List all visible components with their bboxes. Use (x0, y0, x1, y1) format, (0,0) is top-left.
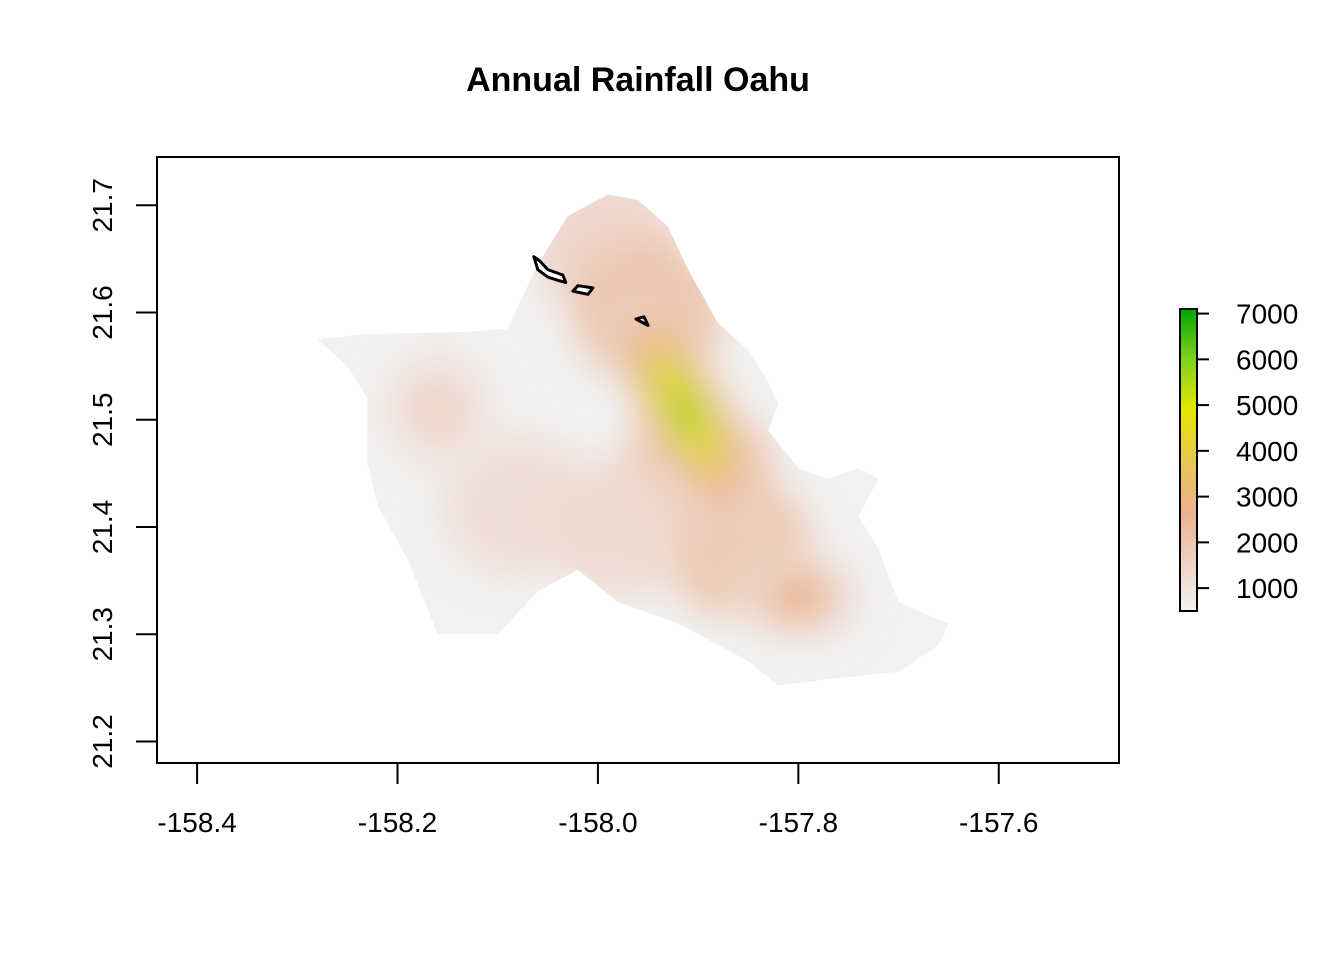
legend-tick-label: 3000 (1236, 482, 1298, 513)
legend-tick-label: 6000 (1236, 344, 1298, 375)
x-tick-label: -157.8 (759, 807, 838, 838)
rainfall-peak-contour (673, 391, 698, 431)
outlined-area (532, 255, 568, 284)
rainfall-heat-layer (377, 194, 859, 640)
rainfall-peak-contour (788, 589, 809, 604)
legend-tick-label: 1000 (1236, 573, 1298, 604)
y-tick-label: 21.2 (87, 714, 118, 769)
x-tick-label: -158.0 (558, 807, 637, 838)
chart-title: Annual Rainfall Oahu (466, 61, 810, 99)
x-tick-label: -157.6 (959, 807, 1038, 838)
map-layer (317, 194, 949, 686)
legend-tick-label: 5000 (1236, 390, 1298, 421)
legend-color-bar (1179, 308, 1198, 612)
rainfall-peak-contour (427, 398, 448, 420)
x-tick-label: -158.4 (157, 807, 236, 838)
y-tick-label: 21.4 (87, 500, 118, 555)
legend-tick-label: 2000 (1236, 527, 1298, 558)
y-tick-label: 21.7 (87, 178, 118, 233)
legend-tick-label: 4000 (1236, 436, 1298, 467)
y-tick-label: 21.6 (87, 285, 118, 340)
y-tick-label: 21.5 (87, 393, 118, 448)
x-tick-label: -158.2 (358, 807, 437, 838)
outlined-area (571, 284, 595, 296)
color-legend: 1000 2000 3000 4000 5000 6000 7000 (1179, 299, 1298, 612)
y-axis: 21.2 21.3 21.4 21.5 21.6 21.7 (87, 178, 158, 769)
outlined-areas (532, 255, 650, 327)
rainfall-ridge-blob (442, 435, 593, 576)
y-tick-label: 21.3 (87, 607, 118, 662)
legend-tick-label: 7000 (1236, 299, 1298, 330)
outlined-area (634, 315, 650, 327)
x-axis: -158.4 -158.2 -158.0 -157.8 -157.6 (157, 762, 1038, 838)
